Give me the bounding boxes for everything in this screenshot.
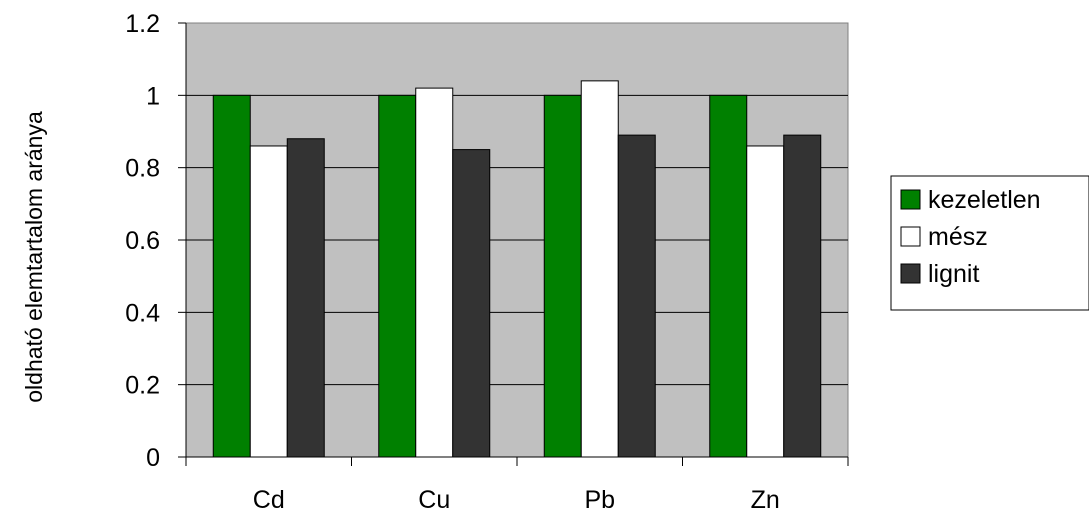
legend-items: kezeletlen mész lignit bbox=[900, 186, 1041, 288]
x-tick-label: Cd bbox=[253, 486, 285, 514]
bar-zn-0 bbox=[709, 94, 748, 458]
axes bbox=[178, 22, 849, 466]
bar-cd-2 bbox=[286, 138, 325, 458]
y-tick-label: 1.2 bbox=[125, 10, 160, 38]
x-tick-labels: Cd Cu Pb Zn bbox=[253, 486, 780, 514]
legend-swatch bbox=[900, 263, 921, 284]
legend-label: kezeletlen bbox=[928, 186, 1041, 214]
bar-cd-0 bbox=[212, 94, 251, 458]
x-tick-label: Zn bbox=[751, 486, 780, 514]
legend-box bbox=[890, 175, 1089, 311]
bar-zn-1 bbox=[746, 145, 785, 458]
y-axis-title: oldható elemtartalom aránya bbox=[21, 111, 47, 403]
bars bbox=[212, 80, 822, 458]
y-tick-label: 0 bbox=[146, 444, 160, 472]
legend-label: lignit bbox=[928, 260, 979, 288]
bar-cu-1 bbox=[415, 87, 454, 458]
legend: kezeletlen mész lignit bbox=[890, 175, 1089, 311]
legend-label: mész bbox=[928, 223, 988, 251]
bar-pb-1 bbox=[580, 80, 619, 458]
y-tick-label: 0.6 bbox=[125, 227, 160, 255]
y-tick-label: 0.4 bbox=[125, 299, 160, 327]
x-tick-label: Pb bbox=[584, 486, 615, 514]
bar-pb-2 bbox=[617, 134, 656, 458]
x-tick-label: Cu bbox=[418, 486, 450, 514]
y-tick-label: 1 bbox=[146, 82, 160, 110]
y-tick-label: 0.8 bbox=[125, 155, 160, 183]
legend-swatch bbox=[900, 189, 921, 210]
bar-zn-2 bbox=[783, 134, 822, 458]
bar-cu-2 bbox=[452, 149, 491, 458]
y-tick-label: 0.2 bbox=[125, 372, 160, 400]
y-tick-labels: 0 0.2 0.4 0.6 0.8 1 1.2 bbox=[125, 10, 160, 472]
bar-pb-0 bbox=[543, 94, 582, 458]
bar-cd-1 bbox=[249, 145, 288, 458]
bar-cu-0 bbox=[378, 94, 417, 458]
legend-swatch bbox=[900, 226, 921, 247]
